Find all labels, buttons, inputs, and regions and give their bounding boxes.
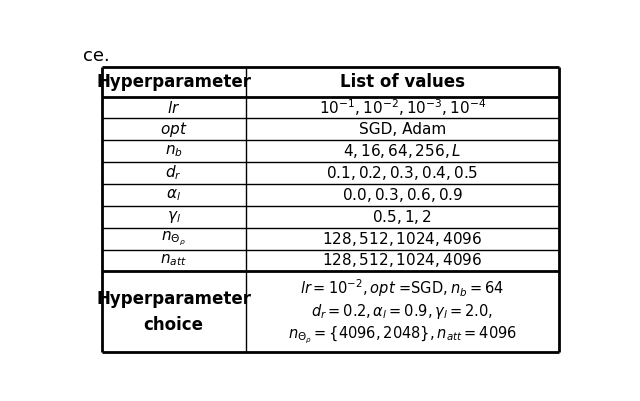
- Text: $4, 16, 64, 256, L$: $4, 16, 64, 256, L$: [343, 142, 461, 160]
- Text: $lr$: $lr$: [167, 99, 180, 115]
- Text: $n_{att}$: $n_{att}$: [160, 253, 187, 268]
- Text: SGD, Adam: SGD, Adam: [358, 122, 446, 137]
- Text: $128, 512, 1024, 4096$: $128, 512, 1024, 4096$: [322, 251, 483, 269]
- Text: $d_r$: $d_r$: [165, 164, 182, 182]
- Text: $0.0, 0.3, 0.6, 0.9$: $0.0, 0.3, 0.6, 0.9$: [342, 186, 463, 204]
- Text: $128, 512, 1024, 4096$: $128, 512, 1024, 4096$: [322, 230, 483, 248]
- Text: $\gamma_l$: $\gamma_l$: [167, 209, 180, 225]
- Text: List of values: List of values: [340, 73, 465, 91]
- Text: Hyperparameter
choice: Hyperparameter choice: [96, 290, 252, 334]
- Text: $opt$: $opt$: [160, 120, 188, 139]
- Text: Hyperparameter: Hyperparameter: [96, 73, 252, 91]
- Text: $n_{\Theta_\rho}$: $n_{\Theta_\rho}$: [161, 230, 186, 248]
- Text: ce.: ce.: [83, 47, 110, 65]
- Text: $n_b$: $n_b$: [164, 144, 182, 159]
- Text: $0.1, 0.2, 0.3, 0.4, 0.5$: $0.1, 0.2, 0.3, 0.4, 0.5$: [326, 164, 479, 182]
- Text: $\alpha_l$: $\alpha_l$: [166, 187, 181, 203]
- Text: $10^{-1},10^{-2},10^{-3},10^{-4}$: $10^{-1},10^{-2},10^{-3},10^{-4}$: [319, 97, 486, 118]
- Text: $0.5, 1, 2$: $0.5, 1, 2$: [372, 208, 432, 226]
- Text: $n_{\Theta_\rho} = \{4096, 2048\}, n_{att} = 4096$: $n_{\Theta_\rho} = \{4096, 2048\}, n_{at…: [288, 325, 517, 346]
- Text: $lr = 10^{-2}, opt$ =SGD$, n_b = 64$: $lr = 10^{-2}, opt$ =SGD$, n_b = 64$: [300, 277, 504, 299]
- Text: $d_r = 0.2, \alpha_l = 0.9, \gamma_l = 2.0,$: $d_r = 0.2, \alpha_l = 0.9, \gamma_l = 2…: [312, 302, 493, 321]
